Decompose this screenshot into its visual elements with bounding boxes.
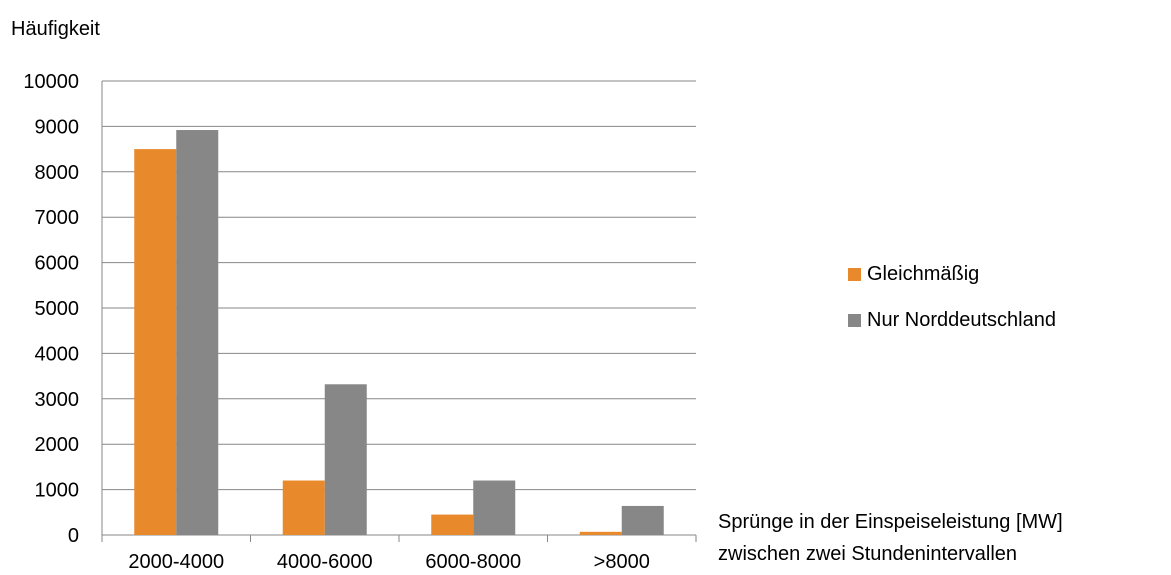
legend-item-nur-norddeutschland: Nur Norddeutschland xyxy=(848,308,1056,332)
x-tick-label-0: 2000-4000 xyxy=(128,551,224,573)
y-tick-label-6000: 6000 xyxy=(35,253,80,275)
legend-item-gleichmaessig: Gleichmäßig xyxy=(848,262,1056,286)
x-axis-label: Sprünge in der Einspeiseleistung [MW] zw… xyxy=(718,506,1063,570)
bar-nur-norddeutschland-1 xyxy=(324,384,367,535)
x-tick-label-3: >8000 xyxy=(594,551,650,573)
y-tick-label-3000: 3000 xyxy=(35,389,80,411)
y-tick-label-10000: 10000 xyxy=(23,71,79,93)
y-tick-label-5000: 5000 xyxy=(35,298,80,320)
bar-nur-norddeutschland-3 xyxy=(621,505,664,535)
y-tick-label-8000: 8000 xyxy=(35,162,80,184)
x-axis-label-line2: zwischen zwei Stundenintervallen xyxy=(718,543,1018,565)
y-axis-label: Häufigkeit xyxy=(11,18,100,40)
x-axis-label-line1: Sprünge in der Einspeiseleistung [MW] xyxy=(718,511,1063,533)
y-tick-label-1000: 1000 xyxy=(35,480,80,502)
y-tick-label-7000: 7000 xyxy=(35,207,80,229)
x-tick-label-2: 6000-8000 xyxy=(425,551,521,573)
bar-gleichmaessig-3 xyxy=(579,531,622,535)
y-tick-label-0: 0 xyxy=(68,525,79,547)
bar-gleichmaessig-2 xyxy=(431,514,474,535)
bar-gleichmaessig-0 xyxy=(134,149,177,535)
y-tick-label-9000: 9000 xyxy=(35,116,80,138)
x-tick-label-1: 4000-6000 xyxy=(277,551,373,573)
y-tick-label-4000: 4000 xyxy=(35,343,80,365)
bar-nur-norddeutschland-0 xyxy=(176,130,219,536)
legend-label-gleichmaessig: Gleichmäßig xyxy=(867,262,980,285)
legend-swatch-gleichmaessig xyxy=(848,267,861,281)
y-tick-label-2000: 2000 xyxy=(35,434,80,456)
legend: Gleichmäßig Nur Norddeutschland xyxy=(848,262,1056,354)
bar-gleichmaessig-1 xyxy=(282,480,325,535)
bar-nur-norddeutschland-2 xyxy=(473,480,516,535)
legend-label-nur-norddeutschland: Nur Norddeutschland xyxy=(867,308,1056,331)
legend-swatch-nur-norddeutschland xyxy=(848,313,861,327)
